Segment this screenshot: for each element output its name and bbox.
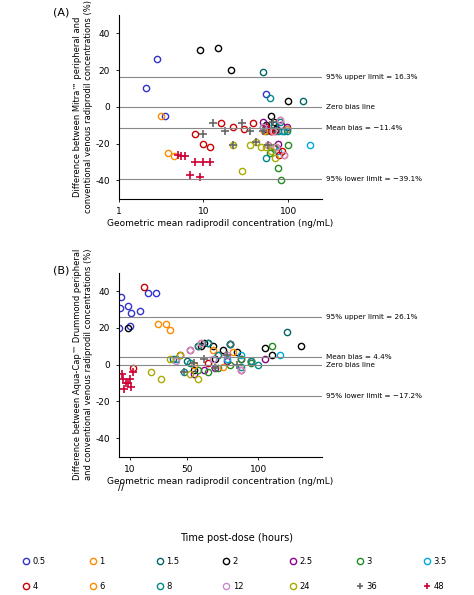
Text: 1.5: 1.5 (166, 556, 179, 566)
Text: 1: 1 (99, 556, 104, 566)
X-axis label: Geometric mean radiprodil concentration (ng/mL): Geometric mean radiprodil concentration … (107, 219, 334, 228)
Text: 3: 3 (366, 556, 372, 566)
Text: 8: 8 (166, 581, 171, 591)
Text: Time post-dose (hours): Time post-dose (hours) (181, 533, 293, 543)
Text: 48: 48 (433, 581, 444, 591)
Text: 95% upper limit = 16.3%: 95% upper limit = 16.3% (327, 74, 418, 80)
Text: (B): (B) (53, 265, 70, 275)
Text: 24: 24 (300, 581, 310, 591)
Text: Zero bias line: Zero bias line (327, 104, 375, 110)
X-axis label: Geometric mean radiprodil concentration (ng/mL): Geometric mean radiprodil concentration … (107, 477, 334, 486)
Y-axis label: Difference between Mitra™ peripheral and
conventional venous radiprodil concentr: Difference between Mitra™ peripheral and… (73, 1, 93, 214)
Text: 4: 4 (32, 581, 37, 591)
Text: 2: 2 (233, 556, 238, 566)
Text: 0.5: 0.5 (32, 556, 46, 566)
Text: Mean bias = −11.4%: Mean bias = −11.4% (327, 125, 403, 131)
Text: 3.5: 3.5 (433, 556, 447, 566)
Text: 95% lower limit = −39.1%: 95% lower limit = −39.1% (327, 176, 422, 181)
Text: //: // (118, 483, 125, 493)
Text: (A): (A) (53, 8, 70, 17)
Text: 95% lower limit = −17.2%: 95% lower limit = −17.2% (327, 393, 422, 399)
Text: 95% upper limit = 26.1%: 95% upper limit = 26.1% (327, 314, 418, 320)
Text: Zero bias line: Zero bias line (327, 362, 375, 368)
Text: Mean bias = 4.4%: Mean bias = 4.4% (327, 353, 392, 359)
Text: 36: 36 (366, 581, 377, 591)
Text: 12: 12 (233, 581, 243, 591)
Text: 6: 6 (99, 581, 104, 591)
Y-axis label: Difference between Aqua-Cap™ Drummond peripheral
and conventional venous radipro: Difference between Aqua-Cap™ Drummond pe… (73, 249, 93, 480)
Text: 2.5: 2.5 (300, 556, 313, 566)
